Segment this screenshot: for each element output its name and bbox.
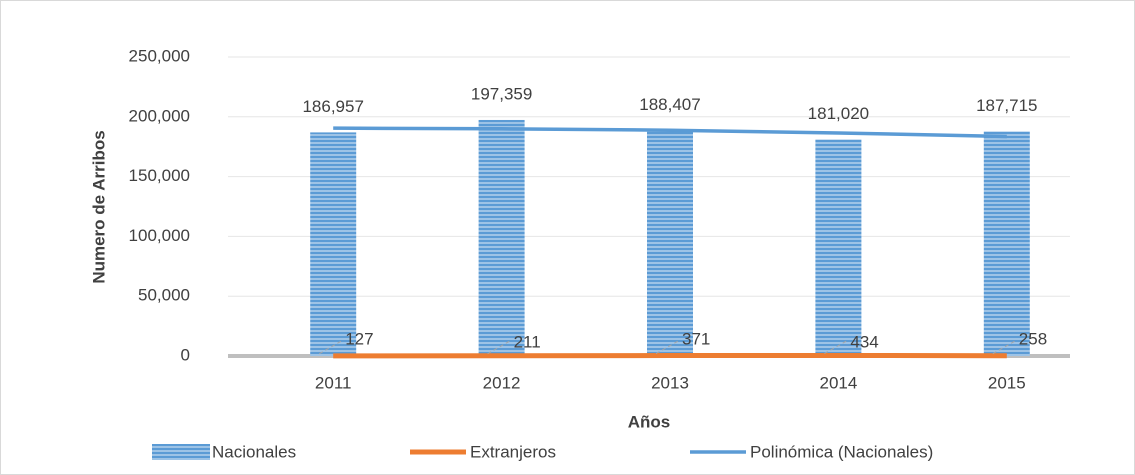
data-label: 187,715 bbox=[976, 96, 1037, 115]
line bbox=[333, 126, 1007, 139]
leader-line bbox=[992, 339, 1018, 355]
bar bbox=[647, 130, 693, 356]
data-label: 188,407 bbox=[639, 95, 700, 114]
y-tick-label: 0 bbox=[181, 345, 190, 364]
legend-label: Extranjeros bbox=[470, 442, 556, 461]
legend-swatch bbox=[152, 444, 210, 460]
y-tick-label: 100,000 bbox=[129, 226, 190, 245]
leader-line bbox=[487, 339, 512, 355]
legend-label: Nacionales bbox=[212, 442, 296, 461]
x-tick-label: 2013 bbox=[651, 373, 689, 392]
data-label: 211 bbox=[514, 332, 541, 351]
x-axis-title: Años bbox=[628, 412, 671, 431]
leader-line bbox=[824, 339, 849, 354]
x-tick-label: 2011 bbox=[315, 373, 352, 392]
bar bbox=[983, 131, 1030, 356]
data-label: 186,957 bbox=[302, 97, 363, 116]
y-tick-label: 150,000 bbox=[129, 166, 190, 185]
y-tick-label: 200,000 bbox=[129, 106, 190, 125]
x-tick-label: 2015 bbox=[988, 373, 1026, 392]
legend-label: Polinómica (Nacionales) bbox=[750, 442, 933, 461]
y-tick-label: 250,000 bbox=[129, 46, 190, 65]
x-tick-label: 2012 bbox=[483, 373, 521, 392]
bar bbox=[815, 139, 862, 356]
data-label: 371 bbox=[682, 329, 710, 348]
bar bbox=[310, 132, 357, 356]
data-label: 127 bbox=[345, 329, 373, 348]
data-label: 181,020 bbox=[808, 104, 869, 123]
leader-line bbox=[318, 339, 344, 355]
bar bbox=[478, 119, 525, 356]
y-tick-label: 50,000 bbox=[138, 286, 190, 305]
y-axis-title: Numero de Arribos bbox=[89, 130, 108, 283]
x-tick-label: 2014 bbox=[819, 373, 857, 392]
data-label: 197,359 bbox=[471, 84, 532, 103]
leader-line bbox=[655, 339, 681, 354]
data-label: 434 bbox=[850, 332, 878, 351]
data-label: 258 bbox=[1019, 329, 1047, 348]
